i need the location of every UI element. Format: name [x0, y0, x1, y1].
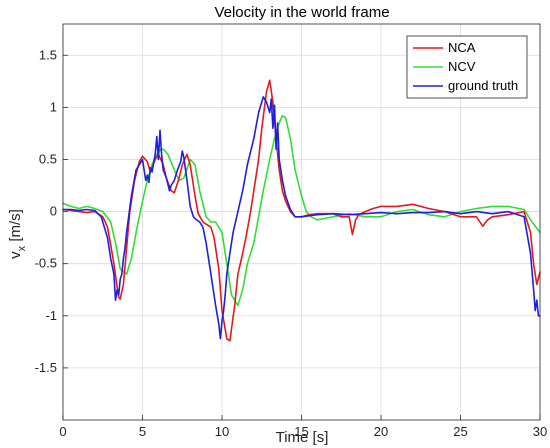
- x-axis-label: Time [s]: [276, 429, 329, 446]
- x-tick-label: 0: [59, 424, 66, 439]
- y-tick-label: 1.5: [39, 47, 57, 62]
- series-line-ncv: [62, 114, 541, 307]
- y-axis-label: vx [m/s]: [7, 209, 28, 259]
- y-tick-label: 0: [50, 204, 57, 219]
- chart-title: Velocity in the world frame: [214, 4, 389, 21]
- y-axis-label-sub: x: [16, 245, 28, 251]
- y-axis-label-main: v: [7, 251, 24, 259]
- legend-label-ground-truth: ground truth: [448, 78, 518, 93]
- x-tick-label: 15: [294, 424, 308, 439]
- x-tick-label: 30: [533, 424, 547, 439]
- x-tick-label: 20: [374, 424, 388, 439]
- legend-label-ncv: NCV: [448, 59, 476, 74]
- x-tick-label: 10: [215, 424, 229, 439]
- y-tick-label: 1: [50, 99, 57, 114]
- y-tick-label: -1.5: [35, 360, 57, 375]
- y-axis-label-unit: [m/s]: [7, 209, 24, 246]
- legend: NCA NCV ground truth: [406, 35, 528, 99]
- axis-ticks: 0 5 10 15 20 25 30 -1.5 -1 -0.5 0 0.5 1 1.5: [35, 47, 548, 439]
- y-tick-label: -1: [45, 308, 57, 323]
- x-tick-label: 25: [453, 424, 467, 439]
- y-tick-label: 0.5: [39, 151, 57, 166]
- x-tick-label: 5: [139, 424, 146, 439]
- series-lines: [62, 79, 541, 342]
- y-tick-label: -0.5: [35, 256, 57, 271]
- series-line-ground-truth: [62, 96, 541, 340]
- legend-label-nca: NCA: [448, 40, 476, 55]
